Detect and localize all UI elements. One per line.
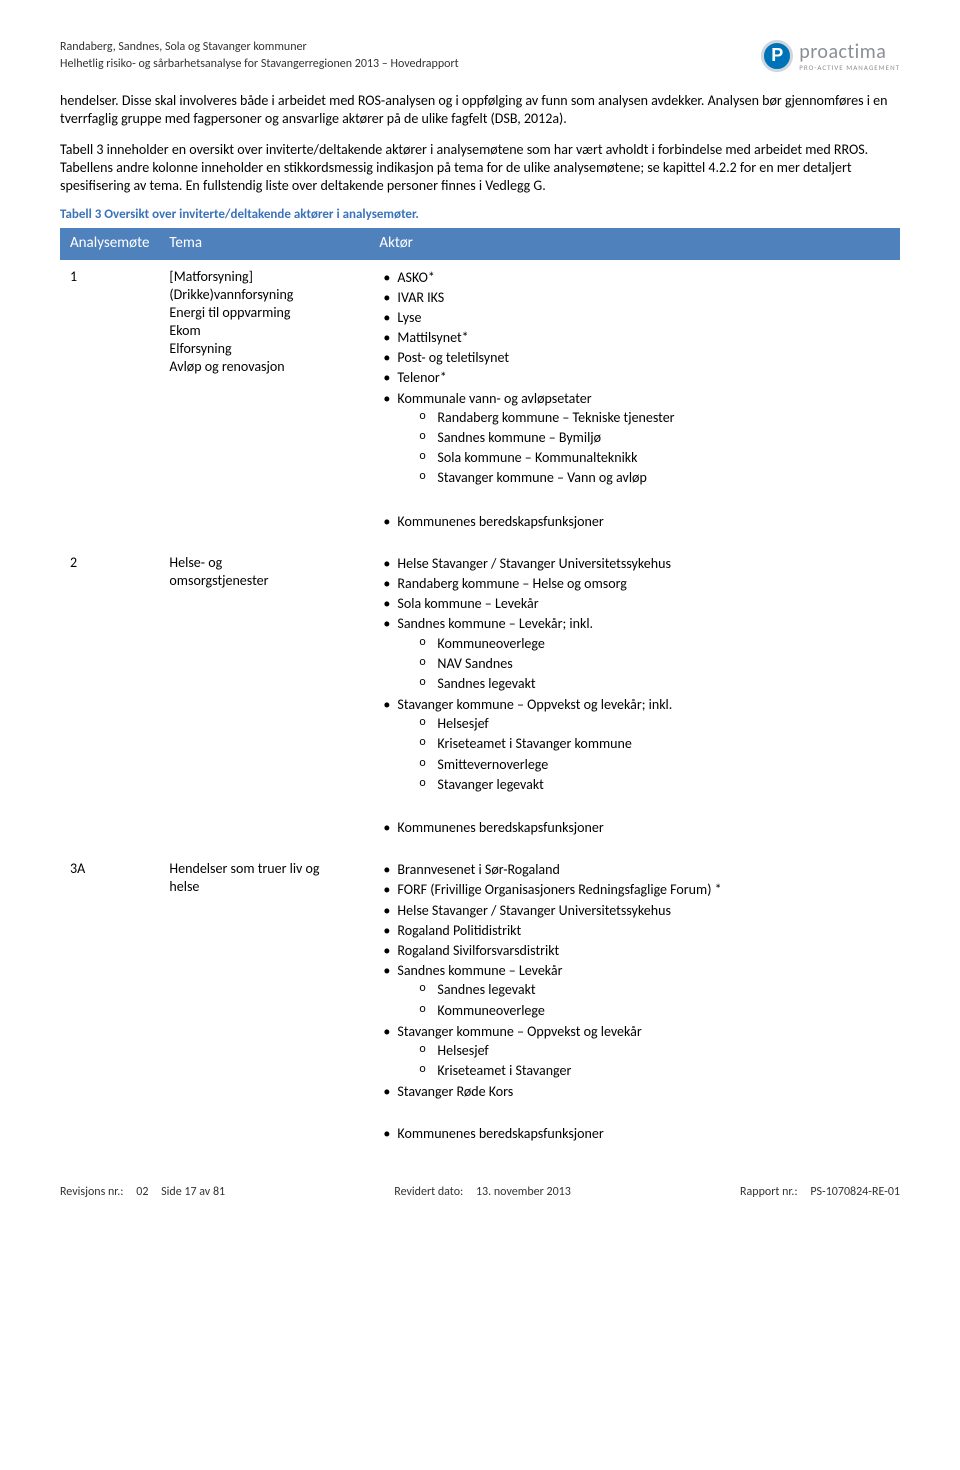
list-item-label: Stavanger kommune – Oppvekst og levekår;… (397, 696, 672, 713)
logo-tagline: PRO-ACTIVE MANAGEMENT (799, 64, 900, 71)
list-item: Helse Stavanger / Stavanger Universitets… (397, 554, 890, 574)
list-item: Stavanger kommune – Oppvekst og levekår;… (397, 695, 890, 796)
table-caption: Tabell 3 Oversikt over inviterte/deltake… (60, 207, 900, 224)
list-item: Post- og teletilsynet (397, 348, 890, 368)
cell-tema: Hendelser som truer liv og helse (159, 852, 369, 1116)
table-header-row: Analysemøte Tema Aktør (60, 228, 900, 260)
sub-item: Helsesjef (437, 714, 890, 734)
list-item-label: Stavanger kommune – Oppvekst og levekår (397, 1023, 641, 1040)
footer-revision: Revisjons nr.: 02 Side 17 av 81 (60, 1185, 225, 1201)
list-item: Brannvesenet i Sør-Rogaland (397, 860, 890, 880)
tema-line: Avløp og renovasjon (169, 358, 359, 376)
footer-rep-val: PS-1070824-RE-01 (810, 1185, 900, 1199)
cell-aktor: ASKO* IVAR IKS Lyse Mattilsynet* Post- o… (369, 260, 900, 504)
list-item: Stavanger kommune – Oppvekst og levekår … (397, 1022, 890, 1083)
list-item: Rogaland Politidistrikt (397, 921, 890, 941)
list-item: Lyse (397, 308, 890, 328)
list-item: Telenor* (397, 368, 890, 388)
list-item: ASKO* (397, 268, 890, 288)
tema-line: Hendelser som truer liv og (169, 860, 359, 878)
brand-logo: proactima PRO-ACTIVE MANAGEMENT (761, 40, 900, 72)
footer-rev-label: Revisjons nr.: (60, 1185, 124, 1199)
table-row: 2 Helse- og omsorgstjenester Helse Stava… (60, 546, 900, 810)
tema-line: Energi til oppvarming (169, 304, 359, 322)
table-row: 3A Hendelser som truer liv og helse Bran… (60, 852, 900, 1116)
sub-item: Sandnes legevakt (437, 674, 890, 694)
cell-num: 2 (60, 546, 159, 810)
sub-item: Stavanger legevakt (437, 775, 890, 795)
header-line-2: Helhetlig risiko- og sårbarhetsanalyse f… (60, 57, 459, 73)
list-item: FORF (Frivillige Organisasjoners Redning… (397, 880, 890, 900)
sub-item: Helsesjef (437, 1041, 890, 1061)
sub-item: Kriseteamet i Stavanger (437, 1061, 890, 1081)
list-item-label: Sandnes kommune – Levekår (397, 962, 562, 979)
footer-date-label: Revidert dato: (394, 1185, 463, 1199)
cell-aktor: Helse Stavanger / Stavanger Universitets… (369, 546, 900, 810)
cell-aktor: Brannvesenet i Sør-Rogaland FORF (Frivil… (369, 852, 900, 1116)
list-item: Sola kommune – Levekår (397, 594, 890, 614)
table-row-trailing: Kommunenes beredskapsfunksjoner (60, 1116, 900, 1158)
sub-item: Kriseteamet i Stavanger kommune (437, 734, 890, 754)
th-tema: Tema (159, 228, 369, 260)
list-item: Randaberg kommune – Helse og omsorg (397, 574, 890, 594)
footer-page: Side 17 av 81 (161, 1185, 225, 1199)
sub-item: Sandnes kommune – Bymiljø (437, 428, 890, 448)
footer-rev-val: 02 (136, 1185, 148, 1199)
list-item: Kommunenes beredskapsfunksjoner (397, 1124, 890, 1144)
sub-item: Randaberg kommune – Tekniske tjenester (437, 408, 890, 428)
tema-line: Ekom (169, 322, 359, 340)
list-item: Mattilsynet* (397, 328, 890, 348)
header-line-1: Randaberg, Sandnes, Sola og Stavanger ko… (60, 40, 459, 56)
tema-line: Elforsyning (169, 340, 359, 358)
footer-date-val: 13. november 2013 (476, 1185, 571, 1199)
cell-tema: [Matforsyning] (Drikke)vannforsyning Ene… (159, 260, 369, 504)
list-item: IVAR IKS (397, 288, 890, 308)
page-header: Randaberg, Sandnes, Sola og Stavanger ko… (60, 40, 900, 72)
cell-num: 1 (60, 260, 159, 504)
list-item: Kommunenes beredskapsfunksjoner (397, 512, 890, 532)
sub-item: Kommuneoverlege (437, 1001, 890, 1021)
logo-icon (761, 40, 793, 72)
sub-item: Sandnes legevakt (437, 980, 890, 1000)
list-item: Stavanger Røde Kors (397, 1082, 890, 1102)
list-item: Kommunale vann- og avløpsetater Randaber… (397, 389, 890, 490)
footer-report: Rapport nr.: PS-1070824-RE-01 (740, 1185, 900, 1201)
paragraph-1: hendelser. Disse skal involveres både i … (60, 92, 900, 128)
sub-item: Sola kommune – Kommunalteknikk (437, 448, 890, 468)
footer-rep-label: Rapport nr.: (740, 1185, 798, 1199)
footer-date: Revidert dato: 13. november 2013 (394, 1185, 571, 1201)
header-text: Randaberg, Sandnes, Sola og Stavanger ko… (60, 40, 459, 72)
list-item-label: Sandnes kommune – Levekår; inkl. (397, 615, 593, 632)
tema-line: (Drikke)vannforsyning (169, 286, 359, 304)
participants-table: Analysemøte Tema Aktør 1 [Matforsyning] … (60, 228, 900, 1159)
logo-brand: proactima (799, 42, 900, 62)
table-row-trailing: Kommunenes beredskapsfunksjoner (60, 504, 900, 546)
list-item-label: Kommunale vann- og avløpsetater (397, 390, 591, 407)
list-item: Rogaland Sivilforsvarsdistrikt (397, 941, 890, 961)
cell-num: 3A (60, 852, 159, 1116)
table-row: 1 [Matforsyning] (Drikke)vannforsyning E… (60, 260, 900, 504)
sub-item: Smittevernoverlege (437, 755, 890, 775)
sub-item: Stavanger kommune – Vann og avløp (437, 468, 890, 488)
tema-line: [Matforsyning] (169, 268, 359, 286)
sub-item: Kommuneoverlege (437, 634, 890, 654)
paragraph-2: Tabell 3 inneholder en oversikt over inv… (60, 141, 900, 196)
sub-item: NAV Sandnes (437, 654, 890, 674)
list-item: Sandnes kommune – Levekår; inkl. Kommune… (397, 614, 890, 695)
list-item: Kommunenes beredskapsfunksjoner (397, 818, 890, 838)
table-row-trailing: Kommunenes beredskapsfunksjoner (60, 810, 900, 852)
tema-line: Helse- og (169, 554, 359, 572)
logo-text: proactima PRO-ACTIVE MANAGEMENT (799, 42, 900, 71)
th-analysemote: Analysemøte (60, 228, 159, 260)
cell-tema: Helse- og omsorgstjenester (159, 546, 369, 810)
list-item: Sandnes kommune – Levekår Sandnes legeva… (397, 961, 890, 1022)
tema-line: omsorgstjenester (169, 572, 359, 590)
page-footer: Revisjons nr.: 02 Side 17 av 81 Revidert… (60, 1185, 900, 1201)
list-item: Helse Stavanger / Stavanger Universitets… (397, 901, 890, 921)
tema-line: helse (169, 878, 359, 896)
th-aktor: Aktør (369, 228, 900, 260)
